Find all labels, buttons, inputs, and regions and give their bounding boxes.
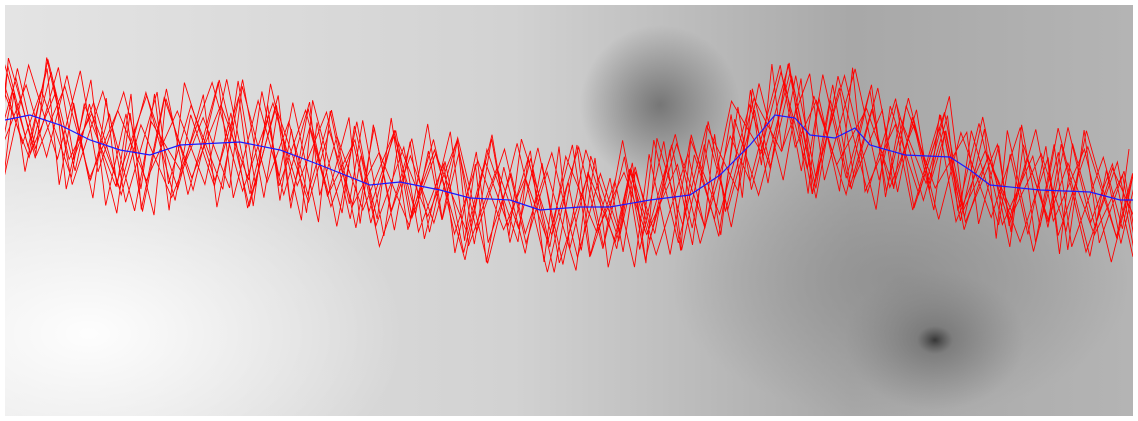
dark-region <box>845 270 1025 410</box>
page: (() => { JSON.parse(document.getElementB… <box>0 0 1138 421</box>
image-area <box>0 5 1138 420</box>
scene <box>0 0 1138 421</box>
dark-region <box>580 25 740 185</box>
